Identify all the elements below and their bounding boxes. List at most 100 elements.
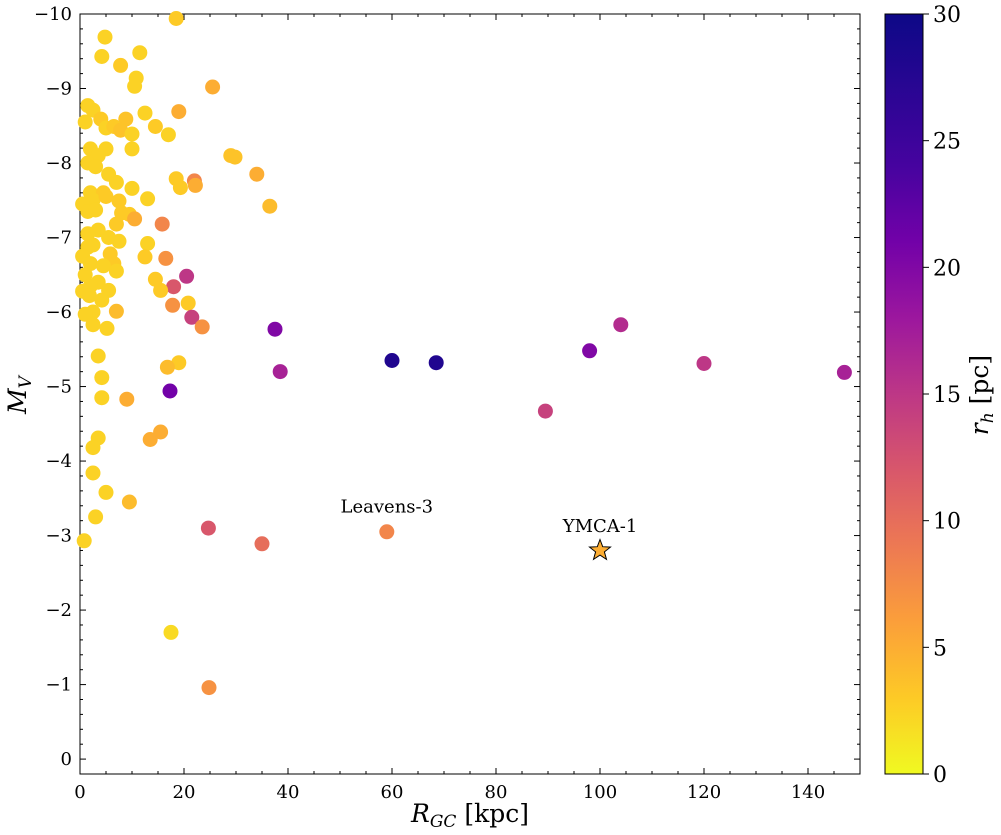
data-point [113, 122, 129, 138]
data-point [140, 236, 156, 251]
data-point [200, 520, 216, 536]
data-point [428, 355, 444, 371]
x-tick-label: 0 [74, 782, 85, 803]
ymca-1-star-marker [588, 538, 612, 561]
y-tick-label: −4 [45, 451, 72, 472]
data-point [153, 282, 169, 298]
data-point [82, 256, 98, 272]
data-point [158, 250, 174, 266]
data-point [262, 198, 278, 214]
data-point [113, 57, 129, 73]
data-point [582, 343, 598, 359]
y-tick-label: −7 [45, 228, 72, 249]
data-point [124, 180, 140, 196]
y-tick-label: −3 [45, 526, 72, 547]
colorbar-tick-label: 30 [933, 3, 961, 28]
x-tick-label: 140 [791, 782, 825, 803]
data-point [88, 202, 104, 218]
data-point [171, 104, 187, 120]
data-point [162, 383, 178, 399]
data-point [119, 391, 135, 407]
data-point [613, 317, 629, 333]
data-point [254, 536, 270, 552]
y-axis-title: MV [3, 374, 36, 415]
colorbar [884, 13, 924, 775]
data-point [108, 303, 124, 319]
y-tick-label: −5 [45, 377, 72, 398]
data-point [272, 364, 288, 380]
data-point [94, 370, 110, 386]
annotations: Leavens-3 YMCA-1 [341, 496, 638, 536]
x-tick-label: 60 [381, 782, 404, 803]
data-point [124, 126, 140, 142]
data-point [85, 440, 101, 456]
data-point [137, 105, 153, 121]
data-point [166, 279, 182, 295]
data-point [153, 424, 169, 440]
data-point [77, 114, 93, 130]
data-point [836, 364, 852, 380]
data-point [108, 174, 124, 190]
colorbar-ticks: 0 5 10 15 20 25 30 [923, 3, 961, 788]
data-point [94, 292, 110, 308]
data-point [76, 533, 92, 549]
data-point [160, 127, 176, 143]
data-point [124, 141, 140, 157]
data-point [172, 180, 188, 196]
data-point [90, 348, 106, 364]
data-points [75, 11, 852, 696]
data-point [108, 216, 124, 232]
colorbar-tick-label: 20 [933, 256, 961, 281]
data-point [85, 465, 101, 481]
data-point [154, 216, 170, 232]
x-tick-label: 80 [485, 782, 508, 803]
y-tick-label: 0 [61, 749, 72, 770]
colorbar-title: rh [pc] [965, 355, 998, 435]
data-point [127, 78, 143, 94]
data-point [77, 267, 93, 283]
data-point [99, 320, 115, 336]
data-point [88, 509, 104, 525]
colorbar-tick-label: 25 [933, 130, 961, 155]
data-point [696, 356, 712, 371]
data-point [168, 11, 184, 26]
data-point [163, 624, 179, 640]
data-point [98, 189, 114, 204]
y-tick-label: −1 [45, 675, 72, 696]
x-tick-label: 120 [687, 782, 721, 803]
data-point [179, 268, 195, 284]
colorbar-tick-label: 15 [933, 383, 961, 408]
data-point [379, 524, 395, 540]
colorbar-tick-label: 10 [933, 510, 961, 535]
colorbar-tick-label: 5 [933, 636, 947, 661]
data-point [184, 309, 200, 325]
data-point [384, 353, 400, 368]
data-point [165, 297, 181, 313]
data-point [111, 193, 127, 209]
y-tick-label: −10 [34, 4, 72, 25]
x-tick-label: 40 [277, 782, 300, 803]
data-point [537, 403, 553, 419]
data-point [132, 45, 148, 61]
annotation-label: Leavens-3 [341, 496, 434, 517]
annotation-label: YMCA-1 [562, 516, 638, 537]
data-point [85, 317, 101, 333]
data-point [81, 288, 97, 304]
data-point [171, 355, 187, 371]
data-point [159, 359, 175, 375]
data-point [121, 494, 137, 510]
data-point [94, 49, 110, 64]
data-point [88, 159, 104, 175]
colorbar-tick-label: 0 [933, 763, 947, 788]
data-point [111, 233, 127, 249]
data-point [127, 211, 143, 227]
data-point [249, 166, 265, 182]
data-point [98, 484, 114, 500]
x-tick-label: 20 [173, 782, 196, 803]
y-tick-label: −9 [45, 79, 72, 100]
data-point [108, 263, 124, 279]
data-point [267, 321, 283, 337]
data-point [95, 258, 111, 274]
data-point [187, 177, 203, 193]
data-point [205, 79, 221, 95]
